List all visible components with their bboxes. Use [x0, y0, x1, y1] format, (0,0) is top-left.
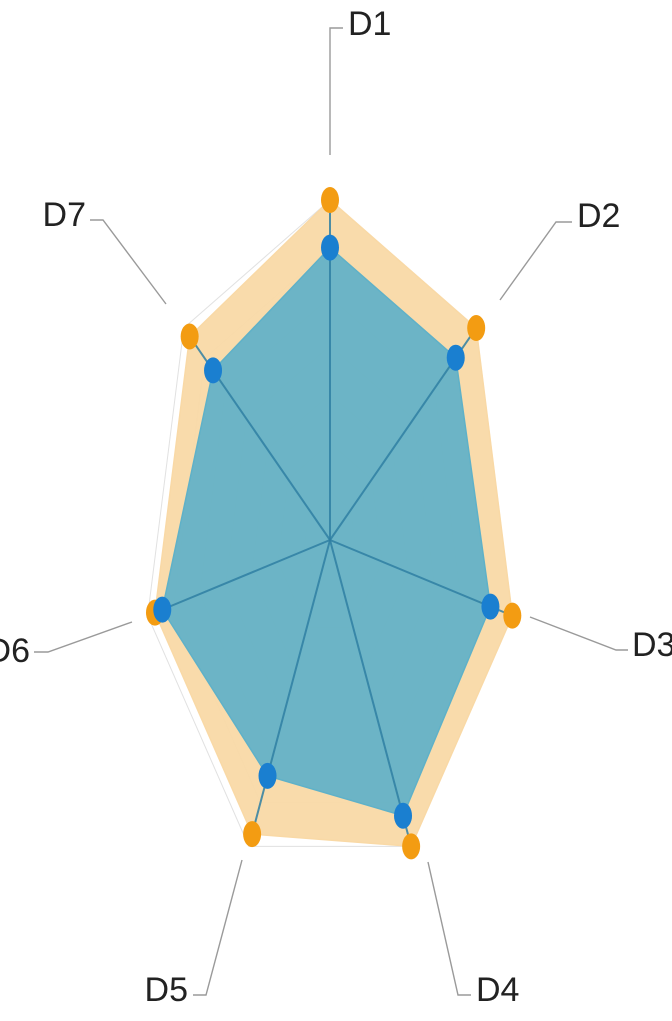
label-layer: D1 D2 D3 D4 D5 D6 D7 [0, 5, 672, 1009]
axis-label-d7: D7 [43, 196, 86, 234]
axis-label-d5: D5 [145, 971, 188, 1009]
axis-label-d6: D6 [0, 632, 30, 670]
leader-line-d5 [193, 859, 243, 996]
series-1-point-d5 [243, 821, 262, 848]
axis-label-d4: D4 [476, 971, 519, 1009]
series-2-point-d7 [204, 357, 223, 384]
leader-line-d6 [34, 621, 133, 653]
series-layer [145, 187, 522, 860]
series-1-point-d7 [180, 323, 199, 350]
leader-line-d3 [529, 616, 628, 651]
series-area-2 [161, 246, 492, 817]
axis-spoke-d4 [329, 539, 413, 847]
leader-line-d1 [329, 27, 343, 155]
series-1-point-d3 [503, 602, 522, 629]
series-2-point-d2 [446, 344, 465, 371]
series-2-point-d4 [394, 802, 413, 829]
series-2-point-d3 [481, 593, 500, 620]
leader-line-d7 [90, 219, 167, 305]
series-2-point-d1 [321, 234, 339, 261]
series-1-point-d1 [321, 187, 339, 213]
series-1-point-d4 [402, 833, 421, 860]
axis-label-d3: D3 [632, 626, 672, 664]
leader-line-d2 [499, 221, 572, 301]
axis-label-d2: D2 [577, 197, 620, 235]
series-2-point-d5 [258, 762, 277, 789]
series-1-point-d2 [467, 315, 486, 342]
axis-label-d1: D1 [348, 5, 391, 43]
axis-spoke-d6 [154, 539, 331, 614]
leader-line-d4 [427, 861, 471, 996]
series-2-point-d6 [153, 596, 172, 623]
